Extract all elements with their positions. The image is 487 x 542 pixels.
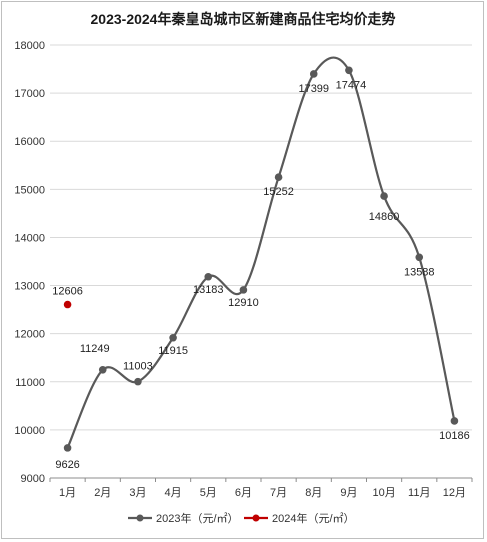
data-labels: 9626 11249 11003 11915 13183 12910 15252 17399 1… [52,79,469,471]
data-point [204,272,213,281]
data-point [239,286,248,294]
x-tick-label: 1月 [59,487,76,499]
data-point [63,444,72,452]
data-label: 11915 [158,345,188,357]
data-label: 13588 [404,266,435,278]
y-tick-label: 16000 [14,136,45,148]
data-label: 12910 [228,297,259,309]
legend-label: 2024年（元/㎡） [272,511,355,525]
data-label: 14860 [369,211,400,223]
data-point [274,173,283,182]
data-label: 11003 [123,361,153,373]
data-point [415,253,424,262]
x-tick-label: 11月 [408,487,430,499]
data-point [380,192,388,200]
series-layer [63,56,459,452]
data-label: 17399 [298,83,329,95]
data-label: 17474 [336,79,367,91]
data-label: 9626 [55,459,79,471]
data-point [309,70,318,78]
y-tick-label: 10000 [14,425,45,437]
gridlines [50,44,472,479]
data-label: 11249 [80,343,110,355]
data-label: 10186 [439,430,470,442]
y-tick-label: 9000 [21,473,45,485]
x-tick-label: 9月 [340,487,357,499]
x-tick-label: 10月 [372,487,395,499]
data-point [450,417,459,425]
y-tick-label: 18000 [14,40,45,52]
data-point [134,377,142,386]
x-tick-label: 4月 [165,487,182,499]
data-label: 15252 [263,186,294,198]
data-label: 13183 [193,284,224,296]
x-tick-label: 2月 [94,487,111,499]
x-tick-label: 12月 [443,487,466,499]
series-line [66,56,456,449]
x-tick-label: 7月 [270,487,287,499]
data-point [169,333,177,342]
chart-title: 2023-2024年秦皇岛城市区新建商品住宅均价走势 [91,11,396,27]
x-tick-label: 8月 [305,487,322,499]
data-label: 12606 [52,286,83,298]
y-tick-label: 15000 [14,184,45,196]
data-point [98,365,107,374]
x-tick-label: 6月 [235,487,252,499]
legend: 2023年（元/㎡） 2024年（元/㎡） [128,511,355,525]
x-tick-label: 3月 [129,487,146,499]
y-tick-label: 17000 [14,88,45,100]
y-tick-label: 13000 [14,281,45,293]
y-tick-label: 11000 [15,377,45,389]
legend-label: 2023年（元/㎡） [156,511,239,525]
legend-marker [252,514,260,522]
legend-marker [136,514,144,522]
axes: 9000 10000 11000 12000 13000 14000 15000 16000 1… [14,40,473,499]
y-tick-label: 12000 [14,329,45,341]
data-point [345,66,353,75]
data-point [63,300,72,309]
x-tick-label: 5月 [200,487,217,499]
y-tick-label: 14000 [14,232,45,244]
